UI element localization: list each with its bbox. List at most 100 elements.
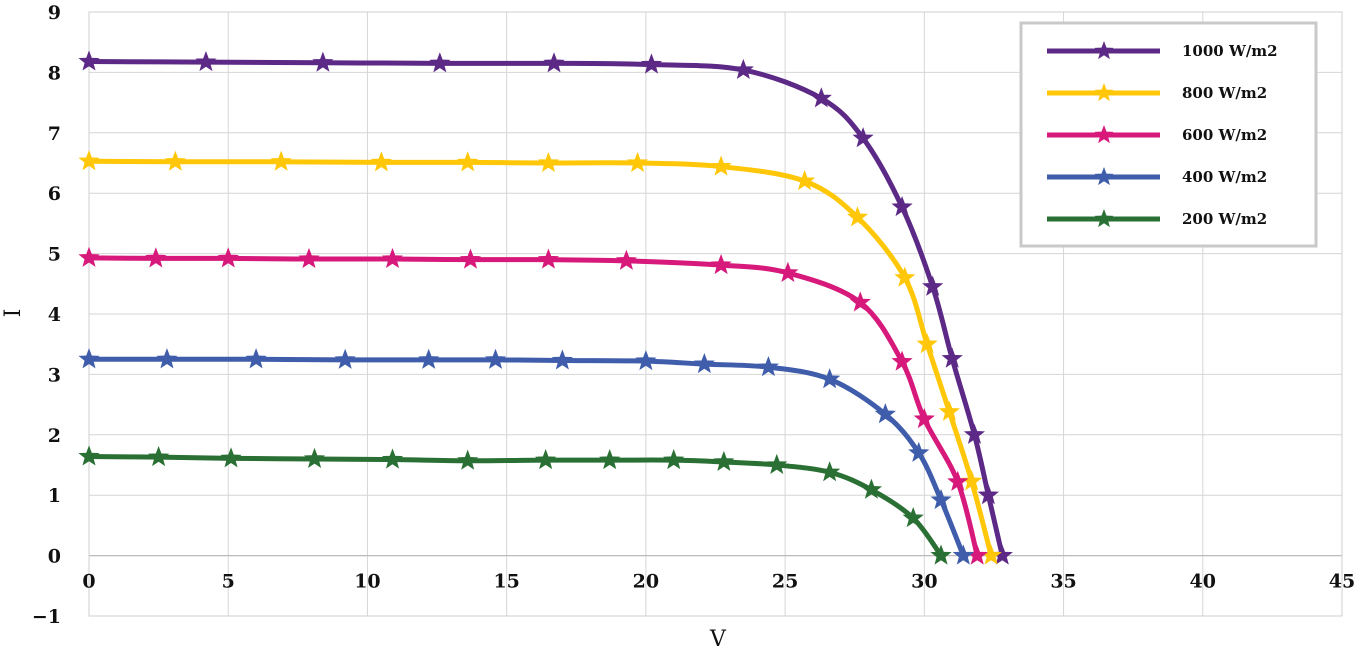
data-point-star (891, 195, 913, 217)
data-point-star (217, 247, 239, 268)
y-tick-labels: −1 0 1 2 3 4 5 6 7 8 9 (32, 2, 61, 628)
data-point-star (459, 248, 482, 269)
data-point-star (916, 333, 938, 354)
x-tick-label: 35 (1050, 571, 1076, 593)
x-tick-label: 30 (911, 571, 937, 593)
legend-label: 200 W/m2 (1182, 210, 1267, 228)
y-tick-label: 0 (48, 546, 61, 568)
data-point-star (418, 348, 440, 369)
data-point-star (891, 350, 913, 371)
x-tick-label: 15 (493, 571, 519, 593)
data-point-star (894, 266, 916, 287)
legend-item: 1000 W/m2 (1047, 41, 1278, 60)
data-point-star (930, 544, 952, 565)
data-point-star (710, 155, 732, 176)
data-point-star (164, 150, 186, 171)
x-tick-labels: 0 5 10 15 20 25 30 35 40 45 (82, 571, 1355, 593)
data-point-star (819, 368, 841, 389)
data-point-star (370, 151, 392, 172)
data-point-star (757, 356, 780, 377)
series-line (86, 255, 980, 559)
data-point-star (484, 348, 507, 369)
data-point-star (810, 87, 832, 108)
y-tick-label: 7 (48, 123, 61, 145)
data-point-star (551, 349, 573, 370)
y-tick-label: 4 (48, 304, 61, 326)
series-0 (78, 50, 1013, 565)
y-tick-label: −1 (32, 606, 61, 628)
series-line (86, 356, 966, 559)
series-1 (78, 150, 1002, 565)
legend-star-icon (1094, 41, 1114, 60)
plot-border (88, 11, 1343, 617)
data-point-star (145, 247, 167, 268)
legend-star-icon (1094, 83, 1114, 102)
data-point-star (846, 206, 869, 227)
data-point-star (457, 151, 479, 172)
x-tick-label: 25 (772, 571, 798, 593)
data-point-star (78, 50, 100, 71)
series-line (86, 454, 944, 559)
data-point-star (245, 348, 267, 369)
data-point-star (794, 169, 816, 191)
data-point-star (693, 352, 715, 374)
data-point-star (849, 291, 871, 312)
series-layer (78, 50, 1013, 565)
data-point-star (537, 248, 560, 269)
data-point-star (908, 441, 930, 462)
series-3 (78, 348, 974, 565)
series-line (86, 158, 994, 559)
y-tick-label: 6 (48, 183, 61, 205)
series-2 (78, 246, 988, 565)
legend-item: 600 W/m2 (1047, 125, 1267, 144)
data-point-star (381, 448, 404, 469)
y-tick-label: 2 (48, 425, 61, 447)
data-point-star (922, 275, 944, 296)
data-point-star (732, 58, 754, 79)
data-point-star (874, 403, 896, 424)
legend-star-icon (1094, 167, 1114, 186)
data-point-star (78, 445, 100, 466)
data-point-star (952, 544, 974, 565)
data-point-star (78, 246, 100, 267)
legend-star-icon (1094, 209, 1114, 228)
data-point-star (535, 449, 557, 470)
data-point-star (334, 348, 356, 369)
y-tick-label: 8 (48, 62, 61, 84)
legend-label: 1000 W/m2 (1182, 42, 1278, 60)
data-point-star (961, 470, 983, 491)
legend: 1000 W/m2 800 W/m2 600 W/m2 400 W/m2 200 W/m… (1019, 21, 1318, 248)
data-point-star (303, 447, 326, 468)
x-tick-label: 5 (222, 571, 235, 593)
data-point-star (78, 348, 100, 369)
y-tick-label: 9 (48, 2, 61, 24)
plot-area-frame (88, 11, 1343, 617)
data-point-star (902, 507, 924, 528)
data-point-star (710, 253, 732, 275)
data-point-star (537, 151, 560, 173)
y-axis-label: I (1, 309, 26, 318)
x-tick-label: 45 (1329, 571, 1355, 593)
data-point-star (663, 449, 685, 470)
data-point-star (640, 53, 663, 74)
y-tick-label: 5 (48, 244, 61, 266)
y-tick-label: 1 (48, 485, 61, 507)
data-point-star (156, 348, 178, 369)
y-tick-label: 3 (48, 364, 61, 386)
data-point-star (615, 249, 637, 270)
data-point-star (312, 51, 334, 72)
data-point-star (381, 247, 404, 269)
x-tick-label: 20 (633, 571, 659, 593)
data-point-star (713, 450, 735, 471)
data-point-star (913, 407, 935, 429)
data-point-star (635, 349, 657, 371)
data-point-star (938, 400, 960, 421)
x-tick-label: 40 (1190, 571, 1216, 593)
data-point-star (457, 449, 479, 470)
data-point-star (78, 150, 100, 171)
legend-item: 200 W/m2 (1047, 209, 1267, 228)
data-point-star (819, 461, 841, 482)
data-point-star (429, 52, 451, 73)
data-point-star (777, 261, 799, 282)
